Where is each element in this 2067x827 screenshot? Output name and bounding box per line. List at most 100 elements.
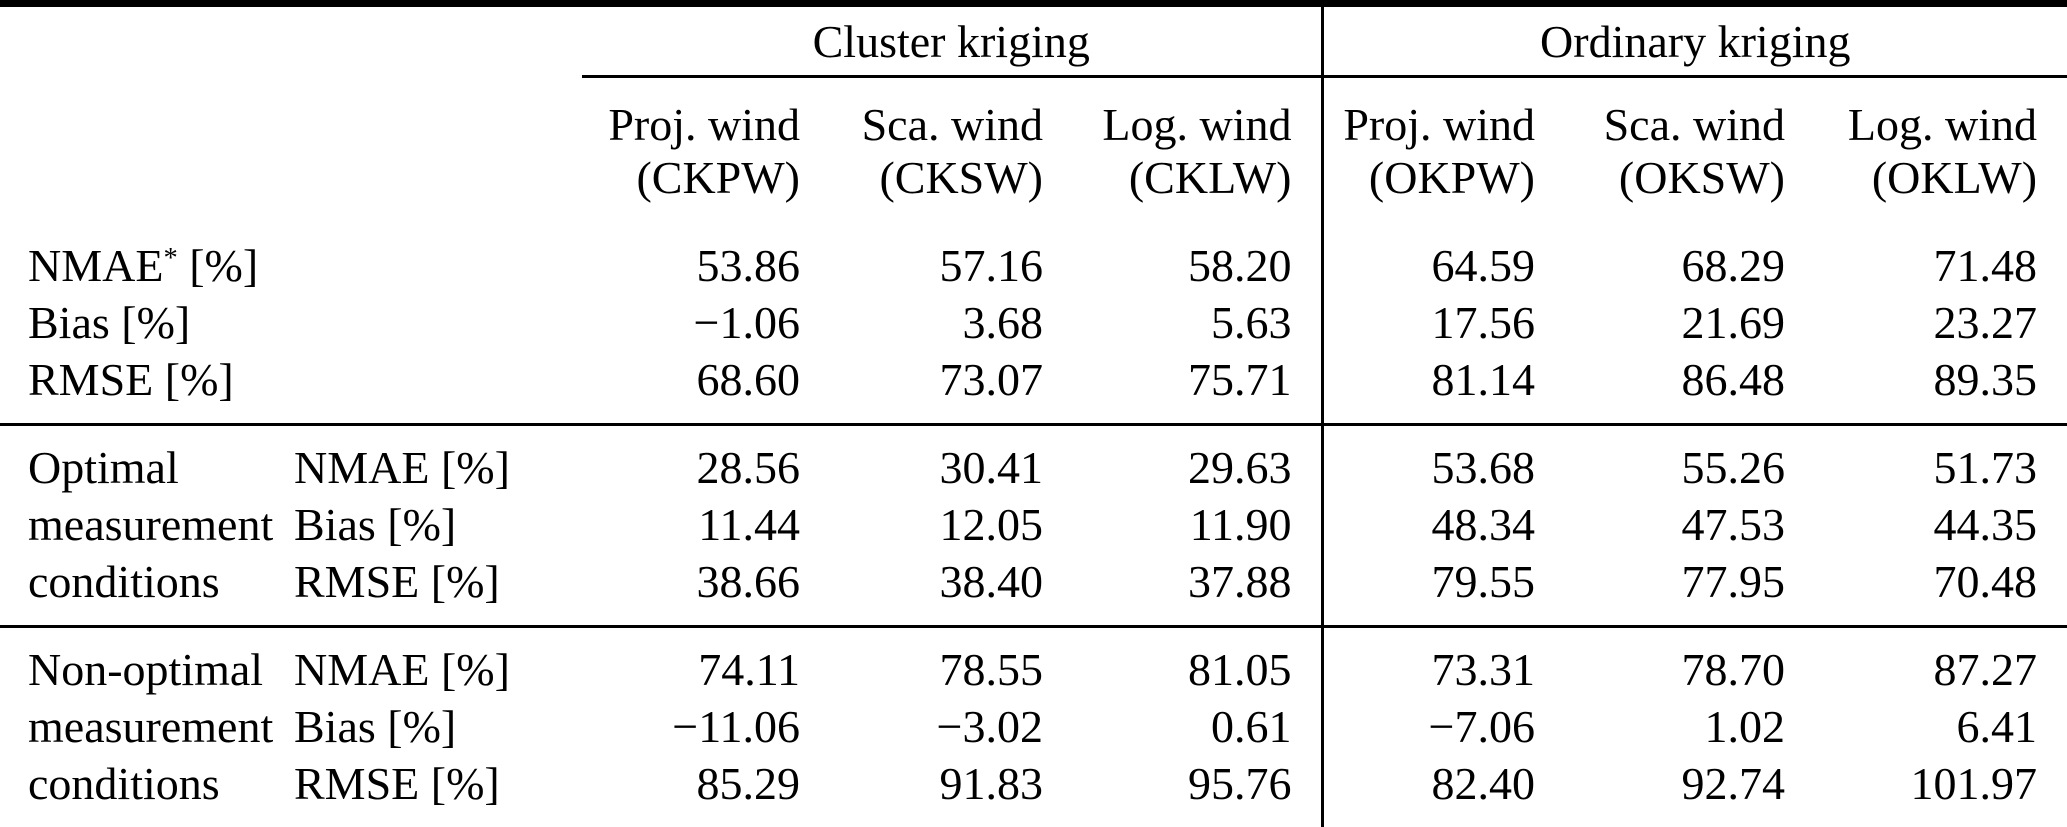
cell-value: 95.76 xyxy=(1053,755,1324,827)
cell-value: 64.59 xyxy=(1431,240,1536,291)
cell-value: 71.48 xyxy=(1933,240,2038,291)
cell-value: 78.55 xyxy=(939,644,1044,695)
metric-unit: [%] xyxy=(177,240,259,291)
block-label-line: conditions xyxy=(28,758,220,809)
cell-value: 11.90 xyxy=(1053,496,1324,553)
cell-value: 30.41 xyxy=(939,442,1044,493)
cell-value: 58.20 xyxy=(1053,224,1324,294)
metric-name: Bias xyxy=(28,297,110,348)
cell-value: 53.86 xyxy=(696,240,801,291)
cell-value: 75.71 xyxy=(1053,351,1324,426)
cell-value: 87.27 xyxy=(1933,644,2038,695)
cell-value: 73.31 xyxy=(1431,644,1536,695)
cell-value: 68.60 xyxy=(582,351,810,426)
cell-value: 21.69 xyxy=(1681,297,1786,348)
table-row: Non-optimal NMAE [%] 74.11 78.55 81.05 7… xyxy=(0,626,2067,699)
cell-value: 3.68 xyxy=(962,297,1044,348)
cell-value: 29.63 xyxy=(1053,424,1324,496)
cell-value: 37.88 xyxy=(1053,553,1324,628)
column-header-line1: Log. wind xyxy=(1102,99,1292,150)
metric-label: RMSE [%] xyxy=(292,553,582,628)
cell-value: 48.34 xyxy=(1431,499,1536,550)
metric-unit: [%] xyxy=(429,644,510,695)
column-group-cluster-kriging: Cluster kriging xyxy=(582,3,1324,78)
column-header-line1: Proj. wind xyxy=(608,99,800,150)
table-row: NMAE* [%] 53.86 57.16 58.20 64.59 68.29 … xyxy=(0,224,2067,294)
metric-name: Bias xyxy=(294,499,376,550)
cell-value: 28.56 xyxy=(696,442,801,493)
block-label-line: measurement xyxy=(28,499,274,550)
cell-value: 5.63 xyxy=(1053,294,1324,351)
cell-value: 77.95 xyxy=(1560,553,1810,628)
column-header-ckpw: Proj. wind (CKPW) xyxy=(582,77,810,225)
metric-unit: [%] xyxy=(109,297,191,348)
block-label-line: measurement xyxy=(28,701,274,752)
metric-asterisk: * xyxy=(163,243,178,274)
block-label-line: Optimal xyxy=(28,442,179,493)
metric-name: NMAE xyxy=(294,644,430,695)
cell-value: 89.35 xyxy=(1810,351,2067,426)
column-header-oksw: Sca. wind (OKSW) xyxy=(1560,77,1810,225)
table-row: Bias [%] −1.06 3.68 5.63 17.56 21.69 23.… xyxy=(0,294,2067,351)
table-row: RMSE [%] 68.60 73.07 75.71 81.14 86.48 8… xyxy=(0,351,2067,426)
metric-unit: [%] xyxy=(375,499,457,550)
cell-value: 92.74 xyxy=(1681,758,1786,809)
metric-unit: [%] xyxy=(419,758,500,809)
cell-value: 1.02 xyxy=(1704,701,1786,752)
cell-value: 23.27 xyxy=(1933,297,2038,348)
cell-value: 81.05 xyxy=(1053,626,1324,698)
cell-value: −11.06 xyxy=(672,701,800,752)
block-label-line: conditions xyxy=(0,553,292,628)
cell-value: 44.35 xyxy=(1933,499,2038,550)
column-header-line1: Proj. wind xyxy=(1343,99,1535,150)
column-header-row: Proj. wind (CKPW) Sca. wind (CKSW) Log. … xyxy=(0,76,2067,225)
table-row: measurement Bias [%] 11.44 12.05 11.90 4… xyxy=(0,496,2067,553)
metric-unit: [%] xyxy=(419,556,500,607)
metric-label: NMAE [%] xyxy=(292,627,582,699)
cell-value: 101.97 xyxy=(1910,758,2038,809)
column-group-ordinary-kriging: Ordinary kriging xyxy=(1322,3,2067,78)
cell-value: 86.48 xyxy=(1560,351,1810,426)
corner-spacer xyxy=(0,77,582,225)
cell-value: 12.05 xyxy=(939,499,1044,550)
cell-value: 38.40 xyxy=(810,553,1053,628)
metric-name: RMSE xyxy=(294,556,420,607)
column-header-line1: Sca. wind xyxy=(861,99,1043,150)
column-header-line2: (OKPW) xyxy=(1368,152,1535,203)
cell-value: 17.56 xyxy=(1431,297,1536,348)
cell-value: 51.73 xyxy=(1933,442,2038,493)
metric-unit: [%] xyxy=(375,701,457,752)
cell-value: 73.07 xyxy=(810,351,1053,426)
cell-value: 38.66 xyxy=(582,553,810,628)
cell-value: 0.61 xyxy=(1053,698,1324,755)
table-row: Optimal NMAE [%] 28.56 30.41 29.63 53.68… xyxy=(0,424,2067,496)
metric-unit: [%] xyxy=(429,442,510,493)
table-row: conditions RMSE [%] 85.29 91.83 95.76 82… xyxy=(0,755,2067,827)
non-optimal-conditions-block: Non-optimal NMAE [%] 74.11 78.55 81.05 7… xyxy=(0,626,2067,827)
column-header-line2: (OKSW) xyxy=(1618,152,1785,203)
column-header-line2: (CKSW) xyxy=(879,152,1043,203)
metric-label: RMSE [%] xyxy=(292,755,582,827)
cell-value: 79.55 xyxy=(1322,553,1560,628)
block-label-line: Non-optimal xyxy=(28,644,264,695)
metric-label: Bias [%] xyxy=(292,496,582,553)
metric-name: Bias xyxy=(294,701,376,752)
table-row: conditions RMSE [%] 38.66 38.40 37.88 79… xyxy=(0,553,2067,628)
column-header-line2: (CKPW) xyxy=(636,152,800,203)
metric-name: NMAE xyxy=(294,442,430,493)
column-header-okpw: Proj. wind (OKPW) xyxy=(1322,77,1560,225)
cell-value: 55.26 xyxy=(1681,442,1786,493)
cell-value: 6.41 xyxy=(1956,701,2038,752)
cell-value: 53.68 xyxy=(1431,442,1536,493)
group-header-row: Cluster kriging Ordinary kriging xyxy=(0,3,2067,78)
cell-value: 78.70 xyxy=(1681,644,1786,695)
metric-name: RMSE xyxy=(28,354,154,405)
column-header-oklw: Log. wind (OKLW) xyxy=(1810,77,2067,225)
cell-value: −1.06 xyxy=(693,297,800,348)
overall-metrics-block: NMAE* [%] 53.86 57.16 58.20 64.59 68.29 … xyxy=(0,224,2067,426)
metric-name: RMSE xyxy=(294,758,420,809)
cell-value: 85.29 xyxy=(696,758,801,809)
cell-value: 47.53 xyxy=(1681,499,1786,550)
